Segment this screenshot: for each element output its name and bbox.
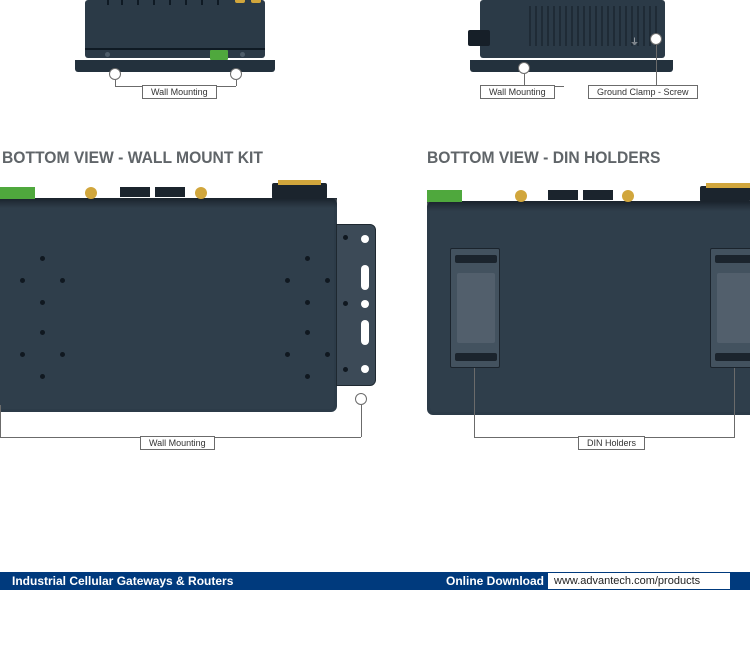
callout-marker: [355, 393, 367, 405]
section-title-right: BOTTOM VIEW - DIN HOLDERS: [427, 148, 660, 168]
callout-marker: [230, 68, 242, 80]
callout-marker: [518, 62, 530, 74]
ground-icon: ⏚: [630, 35, 639, 48]
footer-category: Industrial Cellular Gateways & Routers: [12, 572, 233, 590]
footer-download-label: Online Download: [446, 572, 544, 590]
footer-bar: Industrial Cellular Gateways & Routers O…: [0, 572, 750, 590]
footer-url: www.advantech.com/products: [548, 573, 730, 589]
callout-marker: [109, 68, 121, 80]
callout-label: Wall Mounting: [140, 436, 215, 450]
callout-label: Wall Mounting: [142, 85, 217, 99]
callout-label: Wall Mounting: [480, 85, 555, 99]
callout-label: DIN Holders: [578, 436, 645, 450]
section-title-left: BOTTOM VIEW - WALL MOUNT KIT: [2, 148, 263, 168]
callout-marker: [650, 33, 662, 45]
callout-label: Ground Clamp - Screw: [588, 85, 698, 99]
